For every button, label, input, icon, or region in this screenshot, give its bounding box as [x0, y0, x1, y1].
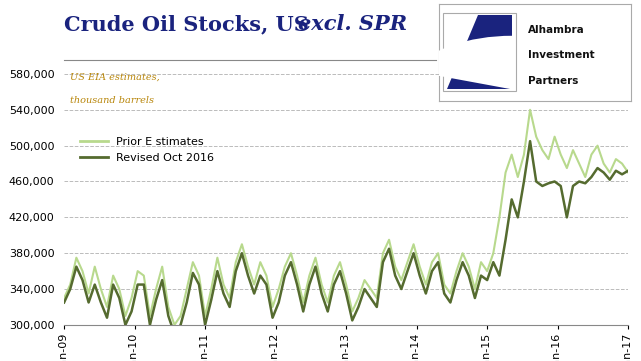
Legend: Prior E stimates, Revised Oct 2016: Prior E stimates, Revised Oct 2016: [75, 133, 219, 168]
Wedge shape: [413, 36, 512, 90]
Text: excl. SPR: excl. SPR: [298, 14, 407, 34]
Polygon shape: [447, 15, 512, 90]
Text: Partners: Partners: [528, 76, 578, 86]
Polygon shape: [447, 15, 478, 90]
Text: thousand barrels: thousand barrels: [70, 96, 154, 105]
FancyBboxPatch shape: [443, 13, 516, 91]
Text: Crude Oil Stocks, US: Crude Oil Stocks, US: [64, 14, 316, 34]
Text: Alhambra: Alhambra: [528, 25, 585, 35]
Text: Investment: Investment: [528, 51, 594, 60]
Text: US EIA estimates,: US EIA estimates,: [70, 73, 160, 82]
